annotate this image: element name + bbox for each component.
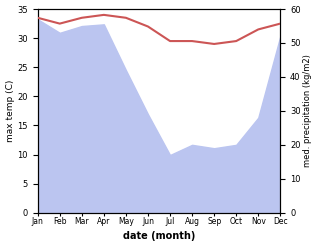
Y-axis label: med. precipitation (kg/m2): med. precipitation (kg/m2): [303, 54, 313, 167]
X-axis label: date (month): date (month): [123, 231, 195, 242]
Y-axis label: max temp (C): max temp (C): [5, 80, 15, 142]
